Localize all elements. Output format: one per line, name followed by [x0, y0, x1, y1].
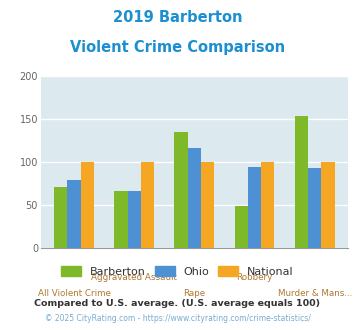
Bar	[188, 148, 201, 248]
Bar	[81, 162, 94, 248]
Bar	[308, 168, 321, 248]
Bar	[201, 162, 214, 248]
Text: Violent Crime Comparison: Violent Crime Comparison	[70, 40, 285, 54]
Bar	[295, 116, 308, 248]
Bar	[248, 167, 261, 248]
Text: Murder & Mans...: Murder & Mans...	[278, 289, 352, 298]
Text: Robbery: Robbery	[236, 273, 273, 281]
Text: © 2025 CityRating.com - https://www.cityrating.com/crime-statistics/: © 2025 CityRating.com - https://www.city…	[45, 314, 310, 323]
Bar	[261, 162, 274, 248]
Bar	[67, 180, 81, 248]
Bar	[114, 191, 127, 248]
Bar	[141, 162, 154, 248]
Bar	[127, 191, 141, 248]
Text: All Violent Crime: All Violent Crime	[38, 289, 110, 298]
Bar	[235, 206, 248, 248]
Text: 2019 Barberton: 2019 Barberton	[113, 10, 242, 25]
Legend: Barberton, Ohio, National: Barberton, Ohio, National	[57, 262, 298, 281]
Text: Rape: Rape	[183, 289, 206, 298]
Bar	[321, 162, 335, 248]
Bar	[54, 187, 67, 248]
Text: Compared to U.S. average. (U.S. average equals 100): Compared to U.S. average. (U.S. average …	[34, 299, 321, 308]
Text: Aggravated Assault: Aggravated Assault	[91, 273, 177, 281]
Bar	[175, 132, 188, 248]
